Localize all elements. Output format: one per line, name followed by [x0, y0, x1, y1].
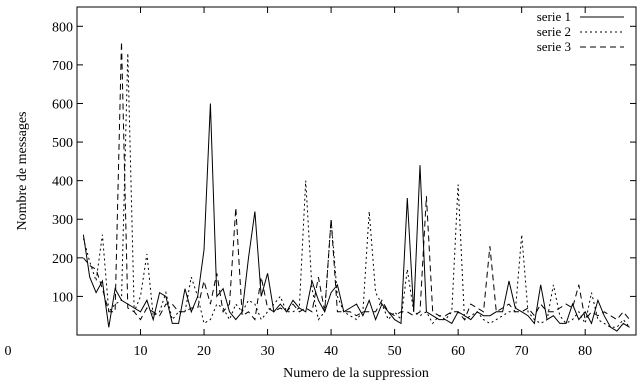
series-line-1	[82, 103, 630, 332]
x-tick-label: 60	[451, 344, 465, 359]
y-axis-ticks: 100 200 300 400 500 600 700 800	[52, 20, 636, 305]
x-axis-ticks: 10 20 30 40 50 60 70 80	[134, 7, 592, 359]
series-line-3	[83, 41, 630, 321]
series-line-2	[82, 53, 630, 328]
x-tick-label: 40	[324, 344, 338, 359]
y-tick-label: 700	[52, 59, 73, 74]
x-axis-label: Numero de la suppression	[283, 366, 429, 381]
y-tick-label: 800	[52, 20, 73, 35]
y-tick-label: 100	[52, 290, 73, 305]
y-tick-label: 300	[52, 213, 73, 228]
y-axis-label: Nombre de messages	[15, 112, 30, 231]
plot-frame	[76, 6, 637, 336]
x-tick-label: 70	[515, 344, 529, 359]
legend-label-2: serie 2	[537, 24, 571, 39]
y-tick-label: 600	[52, 97, 73, 112]
x-tick-label: 20	[197, 344, 211, 359]
legend-label-1: serie 1	[537, 9, 571, 24]
x-tick-label: 10	[134, 344, 148, 359]
x-tick-label: 30	[261, 344, 275, 359]
legend-label-3: serie 3	[537, 39, 571, 54]
zero-tick-label: 0	[5, 344, 12, 359]
x-tick-label: 50	[388, 344, 402, 359]
series-lines	[82, 41, 630, 332]
y-tick-label: 200	[52, 252, 73, 267]
x-tick-label: 80	[578, 344, 592, 359]
y-tick-label: 500	[52, 136, 73, 151]
y-tick-label: 400	[52, 175, 73, 190]
